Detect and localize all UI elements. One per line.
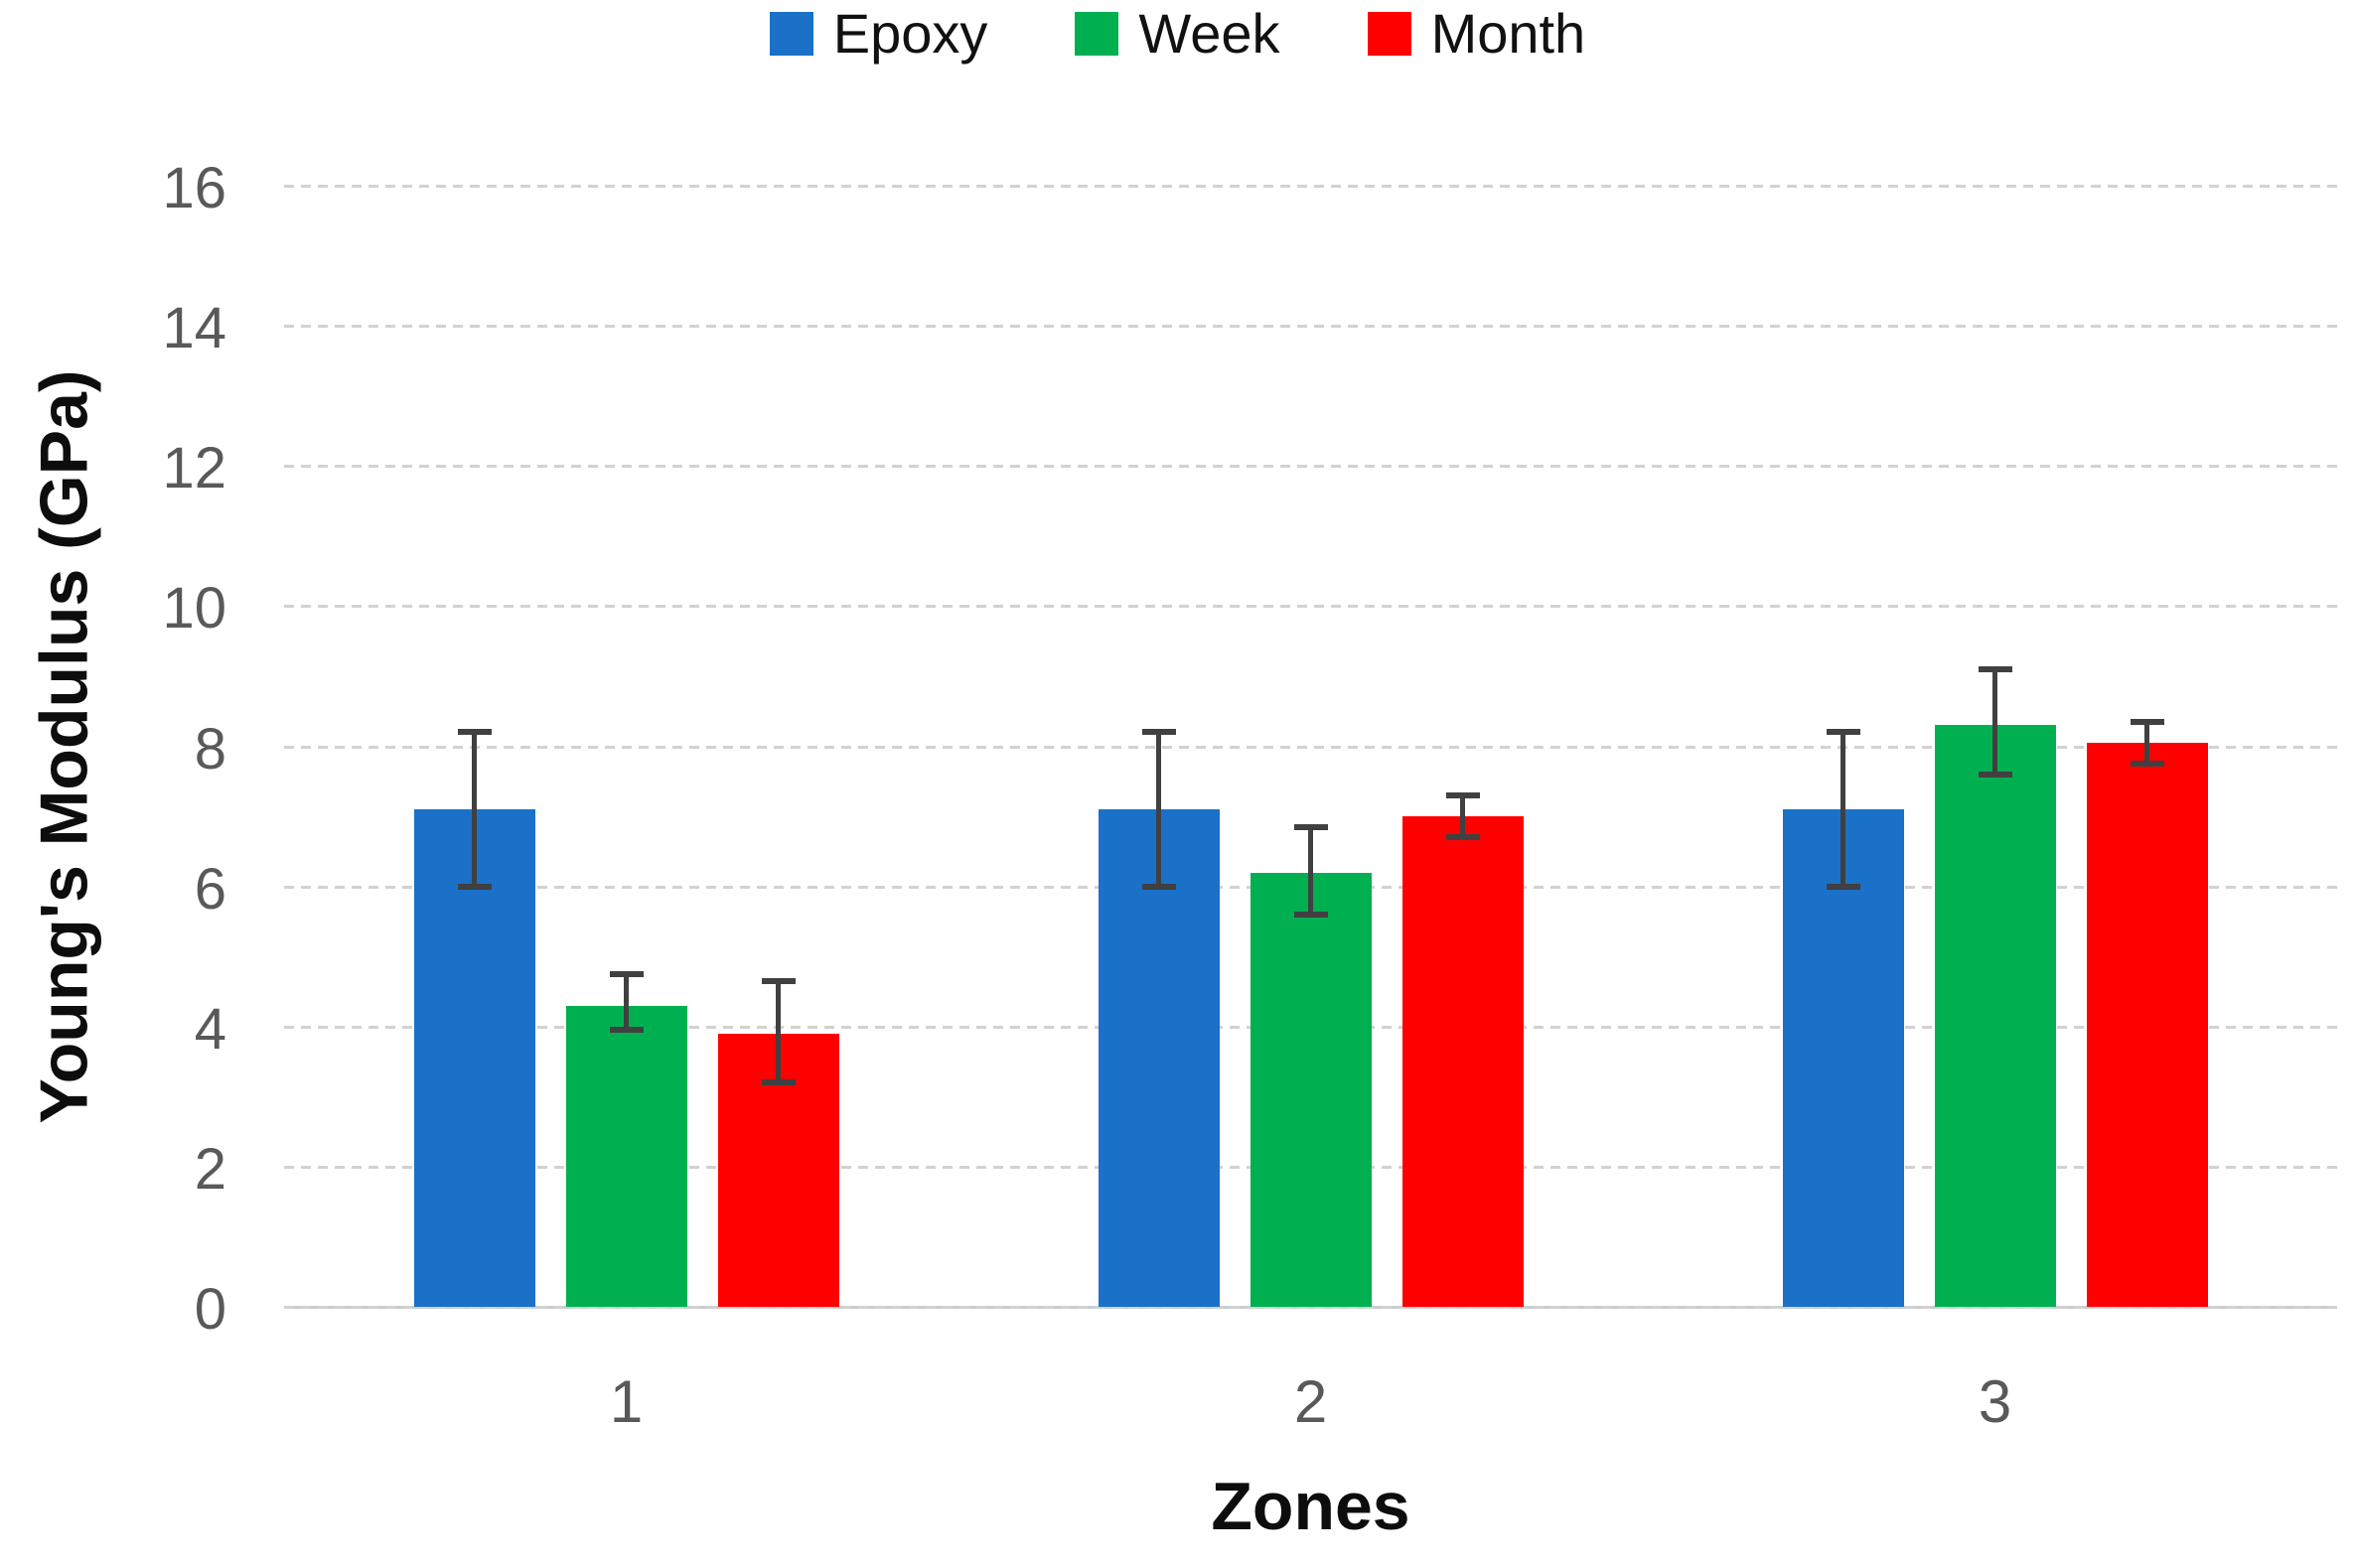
gridline-y0 <box>284 1306 2337 1309</box>
error-cap-bottom <box>1826 883 1860 890</box>
error-bar-epoxy-zone-3 <box>1840 732 1845 887</box>
error-bar-month-zone-3 <box>2144 721 2149 765</box>
gridline-y10 <box>284 605 2337 609</box>
bar-epoxy-zone-3 <box>1782 809 1904 1307</box>
error-cap-top <box>1293 823 1328 830</box>
y-tick-label: 14 <box>162 296 226 361</box>
y-tick-label: 2 <box>194 1136 226 1202</box>
y-tick-label: 12 <box>162 436 226 501</box>
y-tick-label: 4 <box>194 996 226 1062</box>
legend-item-epoxy: Epoxy <box>769 2 988 65</box>
error-bar-week-zone-1 <box>624 973 629 1031</box>
error-cap-bottom <box>1141 883 1176 890</box>
legend-item-month: Month <box>1367 2 1586 65</box>
legend-swatch-epoxy <box>769 12 813 56</box>
error-bar-week-zone-2 <box>1308 826 1313 915</box>
error-bar-month-zone-2 <box>1460 794 1465 838</box>
error-cap-top <box>2130 718 2164 725</box>
error-cap-bottom <box>761 1079 796 1086</box>
x-axis-title: Zones <box>1211 1469 1410 1544</box>
legend-swatch-month <box>1367 12 1411 56</box>
error-cap-top <box>457 729 492 736</box>
legend-label: Epoxy <box>832 2 988 65</box>
error-cap-top <box>1978 665 2012 672</box>
legend-label: Month <box>1430 2 1586 65</box>
bar-week-zone-3 <box>1934 725 2056 1307</box>
error-cap-top <box>761 977 796 984</box>
error-cap-bottom <box>1293 911 1328 918</box>
bar-month-zone-2 <box>1401 816 1524 1307</box>
gridline-y14 <box>284 325 2337 329</box>
error-cap-top <box>1826 729 1860 736</box>
error-cap-bottom <box>609 1027 644 1034</box>
error-bar-epoxy-zone-2 <box>1156 732 1161 887</box>
x-tick-label: 3 <box>1978 1368 2012 1435</box>
y-tick-label: 6 <box>194 856 226 922</box>
legend-item-week: Week <box>1075 2 1280 65</box>
y-tick-label: 8 <box>194 716 226 782</box>
error-bar-epoxy-zone-1 <box>472 732 477 887</box>
x-tick-label: 2 <box>1293 1368 1328 1435</box>
error-cap-top <box>1141 729 1176 736</box>
error-cap-bottom <box>457 883 492 890</box>
bar-week-zone-2 <box>1250 872 1372 1307</box>
x-tick-label: 1 <box>609 1368 644 1435</box>
legend-label: Week <box>1138 2 1280 65</box>
y-tick-label: 0 <box>194 1277 226 1342</box>
error-bar-month-zone-1 <box>776 980 781 1083</box>
chart-legend: Epoxy Week Month <box>0 6 2355 62</box>
y-tick-label: 16 <box>162 156 226 220</box>
error-bar-week-zone-3 <box>1992 668 1997 775</box>
bar-epoxy-zone-1 <box>413 809 535 1307</box>
gridline-y16 <box>284 185 2337 188</box>
error-cap-bottom <box>1978 771 2012 778</box>
bar-month-zone-3 <box>2086 742 2208 1307</box>
bar-week-zone-1 <box>565 1005 687 1307</box>
error-cap-bottom <box>1445 834 1480 841</box>
y-tick-label: 10 <box>162 576 226 641</box>
legend-swatch-week <box>1075 12 1119 56</box>
gridline-y12 <box>284 465 2337 469</box>
error-cap-top <box>609 970 644 977</box>
gridline-y8 <box>284 745 2337 749</box>
error-cap-top <box>1445 791 1480 798</box>
error-cap-bottom <box>2130 761 2164 768</box>
bar-epoxy-zone-2 <box>1098 809 1220 1307</box>
